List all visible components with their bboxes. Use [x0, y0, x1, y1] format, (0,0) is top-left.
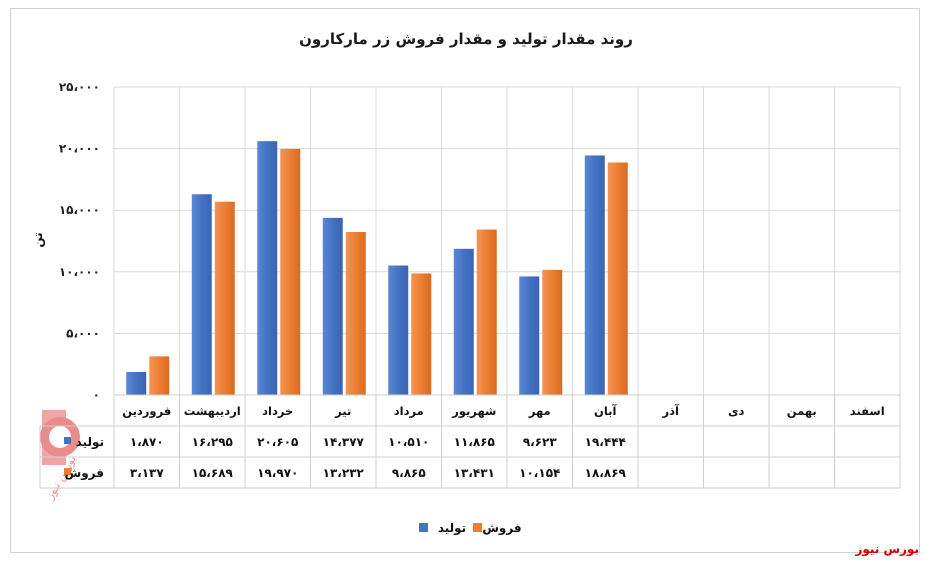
bar-sales — [149, 356, 170, 395]
table-cell-value: ۱۳،۴۳۱ — [454, 466, 495, 480]
bar-sales — [542, 269, 563, 395]
x-tick-label: اسفند — [850, 404, 885, 418]
table-cell-value: ۱۵،۶۸۹ — [192, 466, 234, 480]
bar-production — [257, 141, 278, 395]
table-row-label: فروش — [65, 466, 104, 481]
table-cell-value: ۱۶،۲۹۵ — [192, 435, 233, 449]
bar-production — [584, 155, 605, 395]
y-tick-label: ۲۰،۰۰۰ — [59, 142, 100, 156]
table-cell-value: ۱۹،۹۷۰ — [257, 466, 298, 480]
table-cell-value: ۳،۱۳۷ — [130, 466, 165, 480]
bar-production — [519, 276, 540, 395]
table-cell-value: ۱۰،۱۵۴ — [519, 466, 560, 480]
bar-sales — [214, 201, 235, 395]
legend: تولید فروش — [419, 521, 522, 536]
legend-swatch-sales — [473, 523, 482, 532]
legend-label-sales: فروش — [482, 521, 521, 536]
y-tick-label: ۱۵،۰۰۰ — [59, 203, 100, 217]
x-tick-label: فروردین — [122, 404, 171, 419]
table-cell-value: ۹،۶۲۳ — [523, 435, 558, 449]
bar-sales — [345, 231, 366, 395]
table-cell-value: ۱۹،۴۴۴ — [585, 435, 626, 449]
x-tick-label: بهمن — [787, 404, 817, 418]
table-cell-value: ۱۸،۸۶۹ — [585, 466, 627, 480]
bar-production — [453, 248, 474, 395]
x-tick-label: مهر — [528, 404, 551, 418]
bar-production — [388, 265, 409, 395]
table-cell-value: ۲۰،۶۰۵ — [257, 435, 298, 449]
table-cell-value: ۱۳،۲۳۲ — [323, 466, 365, 480]
x-tick-label: اردیبهشت — [184, 404, 241, 418]
bar-production — [191, 194, 212, 395]
x-tick-label: خرداد — [262, 404, 293, 418]
table-row-swatch — [64, 468, 71, 475]
table-cell-value: ۱،۸۷۰ — [130, 435, 164, 449]
x-tick-label: دی — [728, 404, 745, 418]
y-tick-label: ۱۰،۰۰۰ — [59, 265, 100, 279]
bar-sales — [280, 148, 301, 395]
y-axis-ticks: ۰ ۵،۰۰۰ ۱۰،۰۰۰ ۱۵،۰۰۰ ۲۰،۰۰۰ ۲۵،۰۰۰ — [59, 80, 100, 402]
x-tick-label: مرداد — [394, 404, 424, 418]
legend-label-production: تولید — [438, 521, 466, 536]
y-tick-label: ۵،۰۰۰ — [66, 326, 100, 340]
x-tick-label: تیر — [334, 404, 351, 418]
x-tick-label: شهریور — [451, 404, 496, 419]
bar-sales — [607, 162, 628, 395]
y-axis-label: تن — [31, 232, 45, 247]
y-tick-label: ۰ — [93, 388, 100, 402]
data-table: فروردین اردیبهشت خرداد تیر مرداد شهریور مهر آبا… — [39, 394, 901, 489]
table-row-label: تولید — [76, 435, 104, 450]
bar-sales — [476, 229, 497, 395]
chart-title: روند مقدار تولید و مقدار فروش زر مارکارو… — [299, 30, 633, 48]
x-tick-label: آذر — [662, 404, 681, 418]
table-cell-value: ۱۱،۸۶۵ — [454, 435, 495, 449]
watermark-logo: بورس نیوز — [40, 410, 80, 502]
table-cell-value: ۱۴،۳۷۷ — [323, 435, 365, 449]
bars — [126, 141, 628, 395]
bar-production — [126, 371, 147, 395]
legend-swatch-production — [419, 523, 428, 532]
bar-production — [322, 217, 343, 395]
table-row-swatch — [64, 437, 71, 444]
table-cell-value: ۱۰،۵۱۰ — [388, 435, 429, 449]
bar-sales — [411, 273, 432, 395]
x-tick-label: آبان — [594, 404, 617, 418]
source-label: بورس نیوز — [854, 542, 919, 557]
y-tick-label: ۲۵،۰۰۰ — [59, 80, 100, 94]
table-cell-value: ۹،۸۶۵ — [392, 466, 426, 480]
